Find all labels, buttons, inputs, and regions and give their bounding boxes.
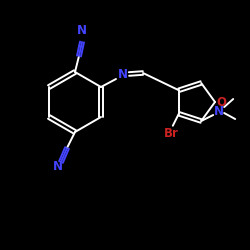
Text: O: O (216, 96, 226, 108)
Text: N: N (77, 24, 87, 37)
Text: Br: Br (164, 127, 178, 140)
Text: N: N (53, 160, 63, 173)
Text: N: N (118, 68, 128, 82)
Text: N: N (214, 104, 224, 118)
